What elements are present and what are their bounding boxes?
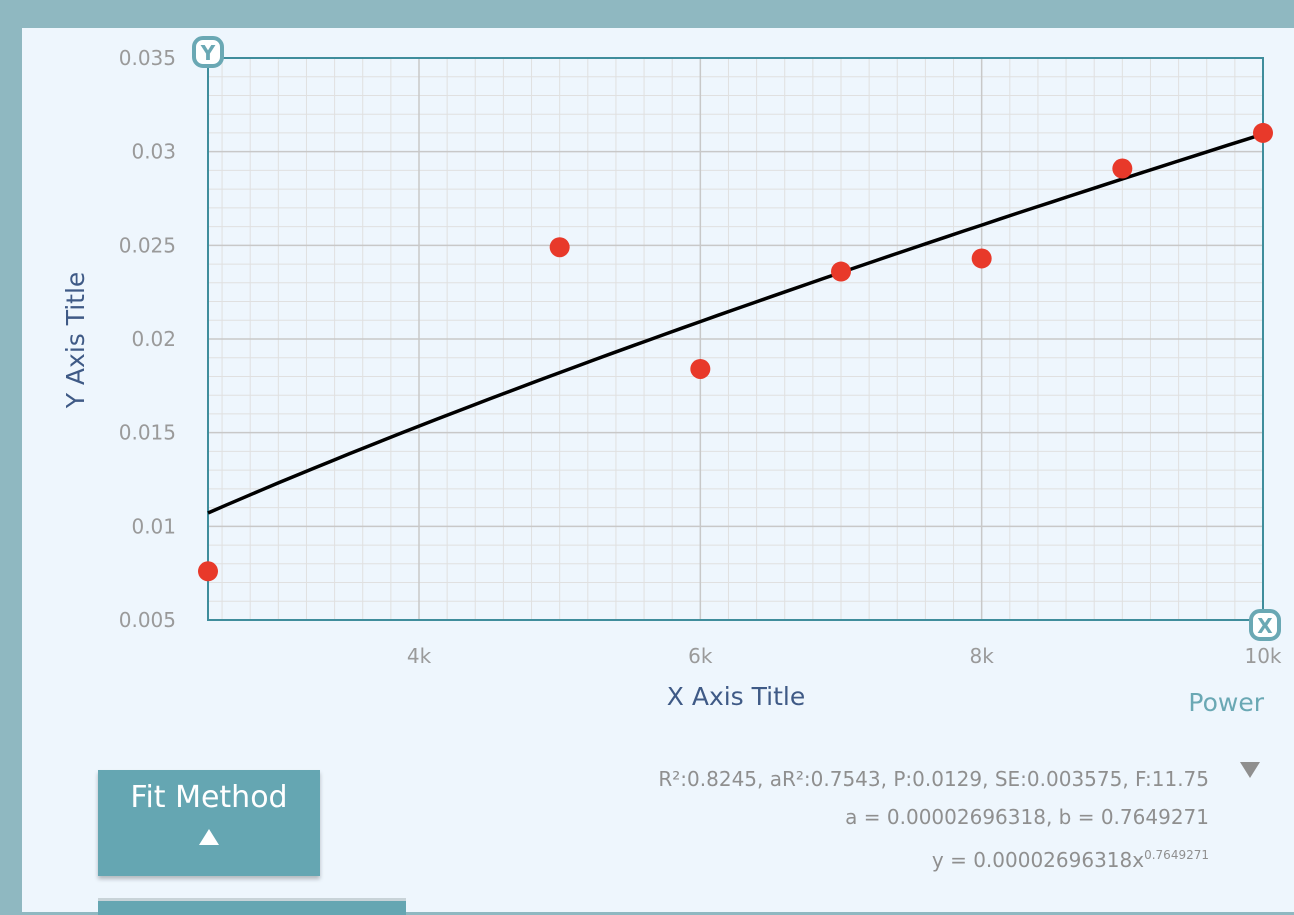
y-tick-label: 0.035 — [119, 46, 176, 70]
data-point — [549, 237, 570, 258]
fit-line — [207, 132, 1264, 515]
x-tick-label: 8k — [970, 644, 995, 668]
y-tick-label: 0.025 — [119, 233, 176, 257]
fit-method-name: Power — [1188, 688, 1264, 717]
x-tick-label: 10k — [1244, 644, 1281, 668]
grid — [208, 57, 1264, 621]
triangle-down-icon[interactable] — [1239, 760, 1261, 780]
bottom-tab-bar[interactable] — [98, 898, 406, 915]
y-tick-label: 0.03 — [131, 140, 176, 164]
data-point — [971, 248, 992, 269]
y-tick-label: 0.02 — [131, 327, 176, 351]
y-tick-label: 0.015 — [119, 421, 176, 445]
data-points — [198, 122, 1273, 582]
fit-equation: y = 0.00002696318x0.7649271 — [658, 836, 1209, 879]
plot-frame — [207, 57, 1264, 621]
fit-stats-line: R²:0.8245, aR²:0.7543, P:0.0129, SE:0.00… — [658, 767, 1209, 791]
x-axis-title: X Axis Title — [667, 682, 805, 711]
fit-method-button[interactable]: Fit Method — [98, 770, 320, 876]
data-point — [198, 561, 218, 582]
y-axis-icon[interactable]: Y — [192, 36, 224, 68]
x-axis-badge-label: X — [1257, 614, 1273, 638]
data-point — [690, 358, 711, 379]
data-point — [1253, 122, 1273, 143]
equation-exponent: 0.7649271 — [1144, 848, 1209, 862]
y-tick-label: 0.005 — [119, 608, 176, 632]
equation-base: y = 0.00002696318x — [931, 848, 1145, 872]
x-axis-icon[interactable]: X — [1249, 609, 1281, 641]
tick-labels: 0.005 0.01 0.015 0.02 0.025 0.03 0.035 4k 6k 8k 10… — [119, 46, 1282, 668]
fit-statistics: R²:0.8245, aR²:0.7543, P:0.0129, SE:0.00… — [658, 760, 1209, 879]
x-tick-label: 6k — [688, 644, 713, 668]
fit-method-label: Fit Method — [130, 780, 288, 815]
data-point — [1112, 158, 1133, 179]
triangle-up-icon — [199, 829, 219, 845]
y-axis-badge-label: Y — [200, 41, 216, 65]
y-tick-label: 0.01 — [131, 514, 176, 538]
y-axis-title: Y Axis Title — [61, 272, 90, 410]
data-point — [831, 261, 851, 282]
x-tick-label: 4k — [407, 644, 432, 668]
fit-params-line: a = 0.00002696318, b = 0.7649271 — [845, 805, 1209, 829]
